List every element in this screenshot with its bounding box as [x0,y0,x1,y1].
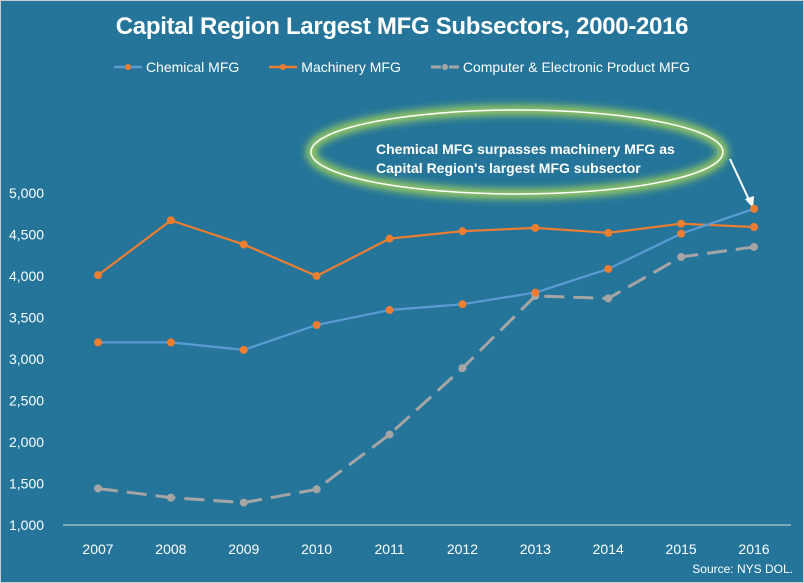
data-point [531,288,540,297]
series-line [97,219,755,278]
data-point [166,216,175,225]
annotation-arrow [729,158,754,208]
data-point [312,272,321,280]
x-tick-label: 2015 [666,541,697,557]
y-tick-label: 3,500 [9,310,44,326]
y-tick-label: 2,500 [9,393,44,409]
data-point [458,364,467,373]
legend-item-machinery: Machinery MFG [269,59,401,75]
data-point [458,300,467,309]
series-machinery-mfg [94,216,758,280]
data-point [604,264,613,273]
annotation-ellipse [306,105,728,199]
series-line [98,207,755,351]
data-point [385,430,394,439]
data-point [239,345,248,354]
data-point [750,242,758,251]
legend-label-machinery: Machinery MFG [301,59,401,75]
source-note: Source: NYS DOL. [692,562,793,576]
y-tick-label: 5,000 [9,185,44,201]
y-tick-label: 4,500 [9,227,44,243]
data-point [385,234,394,243]
legend-swatch-computer [430,64,459,70]
legend-label-chemical: Chemical MFG [145,59,240,75]
series-chemical-mfg [94,204,758,354]
chart-title: Capital Region Largest MFG Subsectors, 2… [115,13,689,40]
legend-swatch-chemical [113,64,142,70]
data-point [94,484,102,493]
annotation-text: Chemical MFG surpasses machinery MFG as … [376,141,675,176]
legend-item-computer: Computer & Electronic Product MFG [430,59,691,75]
data-point [531,223,540,232]
legend-item-chemical: Chemical MFG [113,59,240,75]
y-tick-label: 3,000 [9,351,44,367]
data-point [458,227,467,236]
x-tick-label: 2009 [228,541,259,557]
x-tick-label: 2016 [738,541,769,557]
legend: Chemical MFG Machinery MFG Computer & El… [1,59,803,75]
data-point [312,320,321,329]
data-point [750,223,758,232]
x-tick-label: 2007 [82,541,113,557]
data-point [604,294,613,303]
x-tick-label: 2013 [520,541,551,557]
data-point [677,229,686,238]
data-point [604,228,613,237]
x-tick-label: 2012 [447,541,478,557]
data-point [94,338,102,347]
y-tick-label: 1,500 [9,476,44,492]
x-tick-label: 2010 [301,541,332,557]
y-tick-label: 4,000 [9,268,44,284]
data-point [677,219,686,228]
series-line [97,245,755,505]
data-point [239,240,248,249]
data-point [94,271,102,280]
legend-swatch-machinery [269,64,298,70]
y-tick-label: 2,000 [9,434,44,450]
y-tick-label: 1,000 [9,517,44,533]
data-point [239,498,248,507]
legend-label-computer: Computer & Electronic Product MFG [462,59,691,75]
data-point [312,485,321,494]
x-tick-label: 2011 [375,541,405,557]
data-point [385,306,394,315]
x-tick-label: 2014 [593,541,624,557]
data-point [166,493,175,502]
data-point [677,252,686,261]
data-point [166,338,175,347]
series-computer-electronic-product-mfg [94,242,758,507]
x-tick-label: 2008 [155,541,186,557]
data-point [750,204,758,213]
